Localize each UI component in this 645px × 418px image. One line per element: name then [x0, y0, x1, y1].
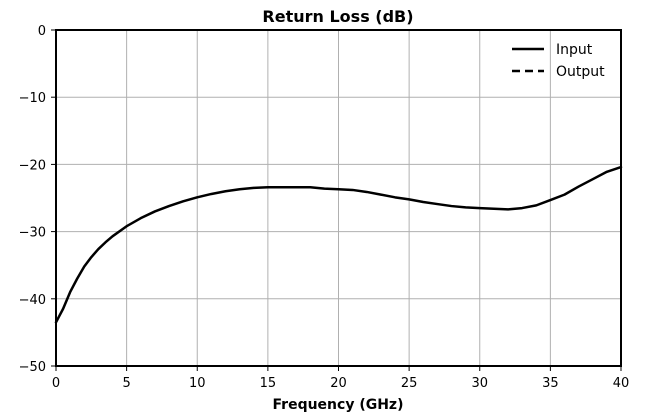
legend: Input Output [512, 42, 605, 80]
y-tick-label: −50 [19, 360, 46, 375]
legend-label-output: Output [556, 64, 605, 80]
x-tick-label: 20 [330, 376, 347, 391]
x-tick-label: 40 [613, 376, 630, 391]
x-tick-label: 10 [189, 376, 206, 391]
series-layer [54, 165, 623, 324]
x-tick-label: 15 [260, 376, 277, 391]
x-axis-title: Frequency (GHz) [273, 397, 404, 413]
x-tick-label: 30 [471, 376, 488, 391]
grid [56, 30, 621, 366]
x-tick-label: 0 [52, 376, 60, 391]
x-tick-label: 35 [542, 376, 559, 391]
y-tick-label: −10 [19, 91, 46, 106]
plot-frame [55, 29, 622, 367]
y-tick-label: −20 [19, 158, 46, 173]
legend-label-input: Input [556, 42, 593, 58]
y-tick-label: 0 [38, 24, 46, 39]
tick-labels: 0 5 10 15 20 25 30 35 40 0 −10 −20 −30 −40 −50 [19, 24, 630, 391]
x-tick-label: 25 [401, 376, 418, 391]
y-tick-label: −30 [19, 226, 46, 241]
series-line-input [54, 165, 623, 324]
x-tick-label: 5 [122, 376, 130, 391]
chart-title: Return Loss (dB) [262, 7, 413, 26]
y-tick-label: −40 [19, 293, 46, 308]
